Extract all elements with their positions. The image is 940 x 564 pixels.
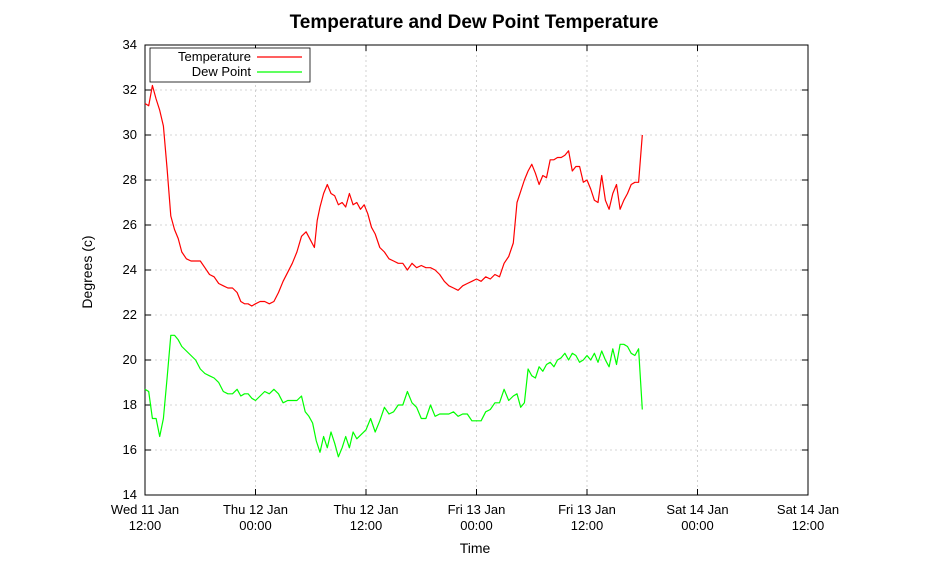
legend-box <box>149 47 311 83</box>
y-tick-label: 32 <box>123 82 137 97</box>
y-tick-label: 30 <box>123 127 137 142</box>
x-tick-label-day: Sat 14 Jan <box>777 502 839 517</box>
x-tick-label-time: 12:00 <box>792 518 825 533</box>
x-tick-label-day: Wed 11 Jan <box>111 502 179 517</box>
x-tick-label-time: 12:00 <box>571 518 604 533</box>
legend: Temperature Dew Point <box>149 47 311 83</box>
grid <box>145 45 808 495</box>
series-line-dew-point <box>144 334 643 458</box>
y-tick-label: 34 <box>123 37 137 52</box>
y-tick-label: 26 <box>123 217 137 232</box>
x-tick-label-time: 12:00 <box>350 518 383 533</box>
x-tick-label-time: 00:00 <box>239 518 272 533</box>
x-tick-label-time: 12:00 <box>129 518 162 533</box>
y-axis-label: Degrees (c) <box>79 235 95 308</box>
y-axis: 14 16 18 20 22 24 26 28 30 32 34 <box>123 37 808 502</box>
y-tick-label: 28 <box>123 172 137 187</box>
x-tick-label-day: Sat 14 Jan <box>666 502 728 517</box>
x-tick-label-time: 00:00 <box>460 518 493 533</box>
y-tick-label: 18 <box>123 397 137 412</box>
series-lines <box>144 84 643 458</box>
series-line-temperature <box>144 84 643 307</box>
legend-label-dew-point: Dew Point <box>192 64 252 79</box>
x-tick-label-day: Thu 12 Jan <box>223 502 288 517</box>
x-tick-label-day: Fri 13 Jan <box>558 502 616 517</box>
y-tick-label: 20 <box>123 352 137 367</box>
x-tick-label-time: 00:00 <box>681 518 714 533</box>
x-tick-label-day: Thu 12 Jan <box>333 502 398 517</box>
x-tick-label-day: Fri 13 Jan <box>448 502 506 517</box>
y-tick-label: 16 <box>123 442 137 457</box>
legend-label-temperature: Temperature <box>178 49 251 64</box>
y-tick-label: 22 <box>123 307 137 322</box>
chart-title: Temperature and Dew Point Temperature <box>290 12 659 33</box>
y-tick-label: 14 <box>123 487 137 502</box>
x-axis-label: Time <box>460 540 491 556</box>
y-tick-label: 24 <box>123 262 137 277</box>
